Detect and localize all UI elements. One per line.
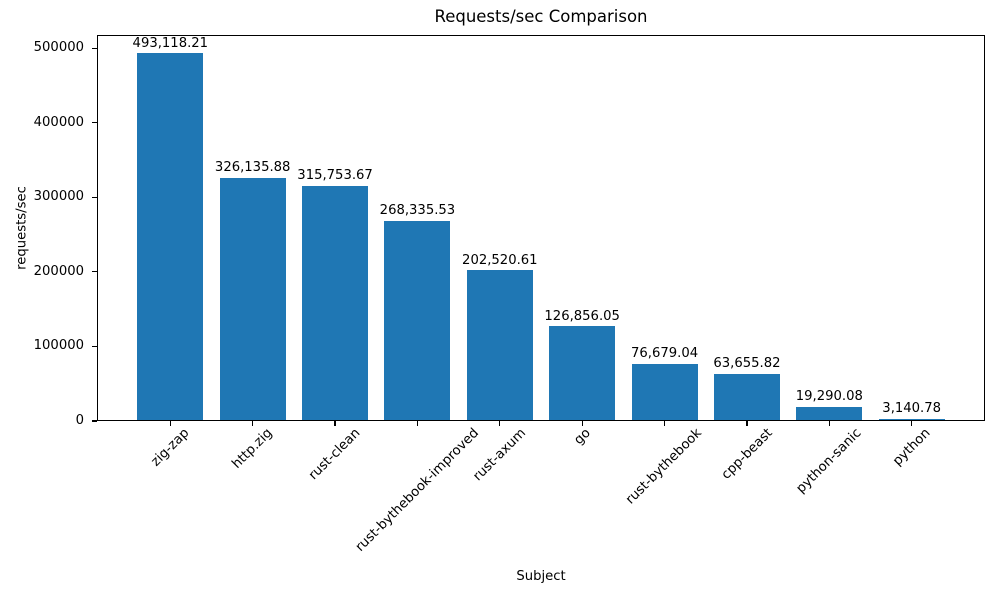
y-tick [92,122,97,124]
bar-value-label: 63,655.82 [713,356,781,372]
x-tick [581,421,583,426]
x-tick-label: rust-bythebook [623,425,706,508]
x-tick-label: rust-clean [306,425,364,484]
x-tick [334,421,336,426]
bar [796,406,863,421]
x-tick [911,421,913,426]
bar [549,326,616,421]
bar [302,185,368,421]
x-tick-label: rust-bythebook-improved [352,425,482,555]
bar [137,53,204,421]
y-tick-label: 100000 [33,338,84,354]
bar-value-label: 315,753.67 [297,168,373,184]
y-tick-label: 400000 [33,114,84,130]
x-tick [828,421,830,426]
y-axis-label: requests/sec [14,186,30,270]
bar [466,270,533,421]
x-tick-label: python-sanic [793,425,865,497]
y-tick-label: 0 [75,413,84,428]
bar [713,373,780,421]
x-tick-label: go [571,425,594,448]
bar-value-label: 326,135.88 [214,160,291,176]
y-tick-label: 300000 [33,189,84,205]
x-tick [169,421,171,426]
bar-value-label: 202,520.61 [462,252,538,268]
x-tick-label: http.zig [229,425,276,472]
y-tick [92,196,97,198]
x-axis-label: Subject [516,569,566,584]
y-tick [92,47,97,49]
bar-value-label: 268,335.53 [379,203,456,219]
x-tick-label: cpp-beast [718,425,776,483]
bar-value-label: 3,140.78 [882,401,942,417]
y-tick [92,271,97,273]
bar [384,220,451,421]
bar [631,363,698,421]
y-tick-label: 200000 [33,263,84,279]
x-tick [252,421,254,426]
bar-value-label: 19,290.08 [795,389,863,405]
bar-value-label: 126,856.05 [544,308,620,324]
x-tick [746,421,748,426]
bar [878,418,945,421]
y-tick [92,420,97,422]
bar-value-label: 76,679.04 [630,346,699,362]
y-tick [92,345,97,348]
x-tick [416,421,419,426]
y-tick-label: 500000 [33,40,84,56]
x-tick-label: zig-zap [148,425,193,470]
bar-value-label: 493,118.21 [132,35,209,51]
bar [219,177,286,421]
x-tick-label: python [890,425,934,469]
x-tick [499,421,501,426]
chart-title: Requests/sec Comparison [434,7,648,26]
x-tick [663,421,666,426]
